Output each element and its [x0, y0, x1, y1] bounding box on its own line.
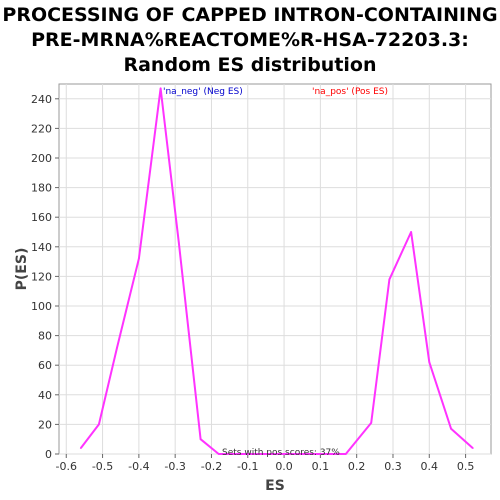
y-axis-ticks: 0 20 40 60 80 100 120 140 160 180 200 220 240	[31, 93, 59, 461]
y-tick-label: 20	[38, 418, 52, 431]
data-point	[239, 453, 242, 455]
x-tick-label: -0.6	[56, 460, 77, 473]
x-tick-label: -0.4	[128, 460, 149, 473]
y-tick-label: 180	[31, 182, 52, 195]
pos-scores-annotation: Sets with pos scores: 37%	[222, 448, 340, 458]
y-tick-label: 100	[31, 300, 52, 313]
x-tick-label: -0.2	[201, 460, 222, 473]
data-point	[450, 428, 452, 430]
y-tick-label: 220	[31, 122, 52, 135]
y-tick-label: 0	[45, 448, 52, 461]
data-point	[279, 453, 282, 455]
y-tick-label: 160	[31, 211, 52, 224]
legend-entry-pos: 'na_pos' (Pos ES)	[312, 87, 388, 97]
x-tick-label: 0.1	[312, 460, 330, 473]
y-tick-label: 140	[31, 241, 52, 254]
data-point	[410, 231, 412, 233]
x-tick-label: 0.2	[348, 460, 366, 473]
data-point	[370, 422, 373, 424]
data-point	[301, 453, 304, 455]
data-point	[159, 87, 162, 90]
data-point	[79, 447, 82, 449]
y-tick-label: 80	[38, 330, 52, 343]
x-tick-label: 0.5	[457, 460, 475, 473]
data-point	[344, 453, 347, 455]
y-tick-label: 240	[31, 93, 52, 106]
x-tick-label: -0.3	[164, 460, 185, 473]
series-group	[79, 87, 474, 455]
x-tick-label: -0.1	[237, 460, 258, 473]
chart-title-line-3: Random ES distribution	[123, 54, 377, 76]
data-point	[388, 278, 391, 281]
data-point	[98, 423, 100, 426]
data-point	[257, 453, 260, 455]
data-point	[323, 453, 325, 455]
x-axis-ticks: -0.6 -0.5 -0.4 -0.3 -0.2 -0.1 0.0 0.1 0.2 0.3 0.4 0…	[56, 454, 475, 473]
y-tick-label: 200	[31, 152, 52, 165]
data-point	[177, 241, 180, 244]
x-axis-label: ES	[265, 478, 285, 494]
x-tick-label: -0.5	[92, 460, 113, 473]
y-tick-label: 60	[38, 359, 52, 372]
x-tick-label: 0.4	[421, 460, 439, 473]
data-point	[217, 453, 220, 455]
x-tick-label: 0.0	[275, 460, 293, 473]
chart-title-line-2: PRE-MRNA%REACTOME%R-HSA-72203.3:	[31, 29, 469, 51]
data-point	[138, 257, 140, 260]
x-tick-label: 0.3	[384, 460, 402, 473]
data-point	[472, 447, 474, 449]
series-line	[80, 87, 474, 455]
data-point	[428, 361, 431, 364]
y-axis-label: P(ES)	[14, 248, 30, 291]
plot-background	[58, 83, 492, 455]
chart-title-line-1: PROCESSING OF CAPPED INTRON-CONTAINING	[2, 4, 498, 26]
y-tick-label: 120	[31, 270, 52, 283]
data-point	[116, 346, 118, 349]
data-point	[199, 438, 202, 441]
y-tick-label: 40	[38, 389, 52, 402]
legend-entry-neg: 'na_neg' (Neg ES)	[163, 87, 243, 97]
